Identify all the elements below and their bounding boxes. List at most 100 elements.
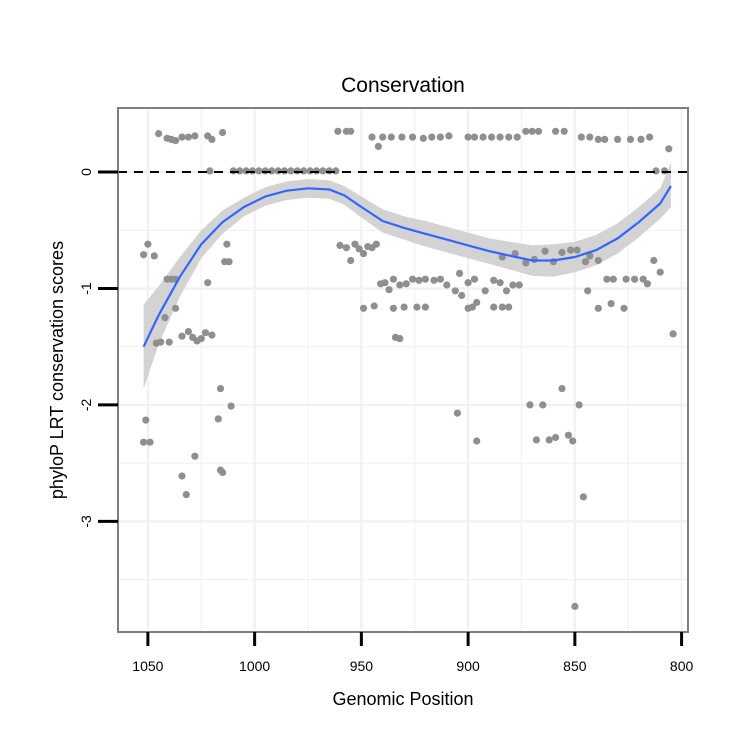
data-point xyxy=(481,287,489,295)
data-point xyxy=(409,133,417,141)
data-point xyxy=(144,240,152,248)
data-point xyxy=(594,304,602,312)
data-point xyxy=(413,303,421,311)
data-point xyxy=(626,135,635,143)
data-point xyxy=(470,133,479,141)
data-point xyxy=(389,275,397,283)
data-point xyxy=(528,127,536,135)
data-point xyxy=(325,167,333,175)
data-point xyxy=(479,133,487,141)
data-point xyxy=(539,401,547,409)
data-point xyxy=(558,385,566,393)
data-point xyxy=(400,303,408,311)
data-point xyxy=(458,291,466,300)
data-point xyxy=(579,493,588,501)
data-point xyxy=(261,167,269,175)
data-point xyxy=(381,279,389,287)
data-point xyxy=(436,133,444,141)
data-point xyxy=(545,436,553,444)
data-point xyxy=(268,167,276,175)
data-point xyxy=(609,275,617,283)
data-point xyxy=(509,281,517,289)
data-point xyxy=(182,491,190,499)
data-point xyxy=(522,127,530,135)
data-point xyxy=(355,245,363,253)
data-point xyxy=(473,298,481,307)
data-point xyxy=(409,275,417,283)
data-point xyxy=(274,167,282,175)
data-point xyxy=(560,127,568,135)
data-point xyxy=(208,135,216,143)
data-point xyxy=(498,303,506,311)
data-point xyxy=(197,335,205,343)
data-point xyxy=(558,248,566,256)
data-point xyxy=(650,256,658,265)
data-point xyxy=(614,135,622,143)
data-point xyxy=(216,385,225,393)
data-point xyxy=(652,167,660,175)
data-point xyxy=(464,133,472,141)
smooth-line xyxy=(142,185,672,348)
data-point xyxy=(178,332,186,340)
data-point xyxy=(660,167,669,175)
data-point xyxy=(656,268,664,276)
data-point xyxy=(421,275,429,283)
data-point xyxy=(586,133,594,141)
data-point xyxy=(620,304,628,312)
data-point xyxy=(140,438,148,446)
data-point xyxy=(359,304,368,312)
data-point xyxy=(513,133,521,141)
data-point xyxy=(191,132,199,140)
data-point xyxy=(505,303,513,311)
data-point xyxy=(496,133,504,141)
plot-border xyxy=(117,107,689,633)
x-tick-label: 1050 xyxy=(132,658,163,674)
data-point xyxy=(415,276,423,284)
y-tick-label: -2 xyxy=(78,398,94,411)
data-point xyxy=(535,127,543,135)
data-point xyxy=(201,329,210,337)
data-point xyxy=(453,409,461,417)
data-point xyxy=(359,250,368,258)
data-point xyxy=(225,258,233,266)
data-point xyxy=(396,281,404,289)
data-point xyxy=(374,142,382,150)
data-point xyxy=(385,286,393,294)
data-point xyxy=(573,246,581,254)
data-point xyxy=(229,167,237,175)
data-point xyxy=(639,275,647,283)
data-point xyxy=(552,433,560,442)
data-point xyxy=(368,133,376,141)
data-point xyxy=(387,133,395,141)
data-point xyxy=(669,330,677,338)
data-point xyxy=(488,133,496,141)
data-point xyxy=(165,338,173,346)
data-point xyxy=(312,167,321,175)
data-point xyxy=(379,133,387,141)
y-tick-label: -3 xyxy=(78,515,94,528)
data-point xyxy=(336,241,344,249)
data-point xyxy=(248,167,257,175)
data-point xyxy=(334,127,342,135)
data-point xyxy=(515,281,523,289)
plot-area: 1050 1000 950 900 850 800 0 -1 -2 -3 xyxy=(78,107,693,674)
data-point xyxy=(236,167,244,175)
data-point xyxy=(490,303,498,311)
data-point xyxy=(142,416,150,424)
chart-title: Conservation xyxy=(341,74,465,97)
data-point xyxy=(646,133,654,141)
data-point xyxy=(172,304,180,312)
data-point xyxy=(586,252,594,260)
data-point xyxy=(505,133,513,141)
data-point xyxy=(389,304,397,312)
data-point xyxy=(184,133,192,141)
x-tick-label: 950 xyxy=(350,658,374,674)
x-tick-label: 900 xyxy=(456,658,480,674)
data-point xyxy=(443,281,451,289)
data-point xyxy=(430,276,438,284)
data-point xyxy=(204,279,212,287)
data-point xyxy=(445,132,453,140)
data-point xyxy=(178,133,186,141)
data-point xyxy=(223,240,231,248)
